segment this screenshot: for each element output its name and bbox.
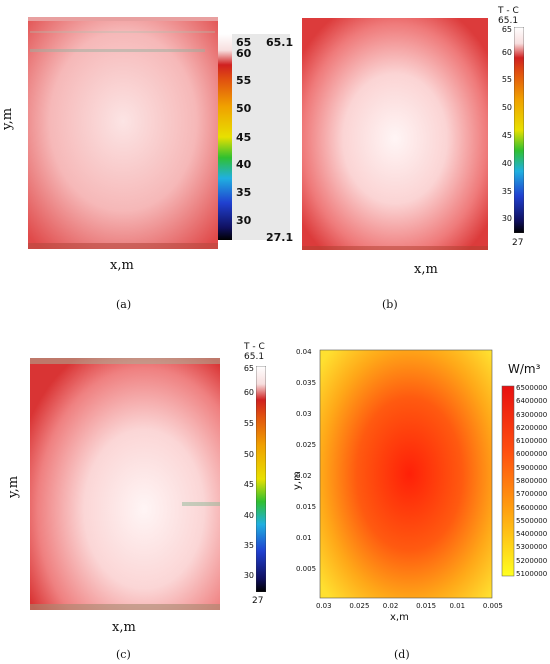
panel-d-colorbar-tick: 5600000 — [516, 503, 548, 512]
panel-d-x-tick: 0.02 — [382, 602, 399, 610]
panel-d-colorbar-tick: 5300000 — [516, 543, 548, 552]
panel-d-colorbar-tick: 5900000 — [516, 463, 548, 472]
panel-a-colorbar-bg — [232, 34, 290, 240]
panel-d-x-tick: 0.01 — [449, 602, 466, 610]
panel-c-colorbar-tick: 40 — [243, 511, 254, 520]
panel-a-xlabel: x,m — [110, 258, 134, 273]
panel-b: T - C 65.1 65 60 55 50 45 40 35 30 27 x,… — [300, 0, 550, 320]
panel-a-heatmap — [28, 17, 218, 249]
panel-b-colorbar-min: 27 — [512, 238, 524, 248]
panel-c-label: (c) — [116, 648, 131, 661]
panel-a-colorbar-tick: 35 — [236, 186, 252, 199]
panel-a-ylabel: y,m — [0, 107, 15, 130]
panel-b-colorbar-tick: 30 — [501, 214, 512, 223]
panel-c-heatmap — [30, 358, 220, 610]
panel-c-colorbar-tick: 50 — [243, 450, 254, 459]
panel-b-colorbar-tick: 65 — [501, 25, 512, 34]
panel-c-colorbar-max: 65.1 — [244, 352, 265, 362]
panel-a-label: (a) — [116, 298, 132, 311]
panel-c-colorbar-title: T - C — [244, 342, 265, 352]
panel-c-colorbar-tick: 55 — [243, 419, 254, 428]
panel-d-colorbar-tick: 5200000 — [516, 556, 548, 565]
panel-b-colorbar-tick: 40 — [501, 159, 512, 168]
panel-d-colorbar-tick: 6500000 — [516, 384, 548, 392]
panel-b-colorbar-max: 65.1 — [498, 16, 519, 26]
panel-d: W/m³ 6500000 6400000 6300000 6200000 6100000… — [290, 330, 550, 664]
panel-c-xlabel: x,m — [112, 620, 136, 635]
panel-d-colorbar-tick: 6300000 — [516, 410, 548, 419]
panel-b-colorbar-tick: 45 — [501, 131, 512, 140]
panel-d-x-tick: 0.005 — [482, 602, 503, 610]
panel-a: 65.1 65 60 55 50 45 40 35 30 27.1 y,m x,… — [0, 0, 300, 320]
panel-d-y-tick: 0.025 — [296, 441, 317, 449]
panel-d-y-tick: 0.005 — [296, 565, 317, 573]
panel-a-colorbar-min: 27.1 — [266, 231, 294, 244]
panel-b-colorbar-tick: 50 — [501, 103, 512, 112]
panel-a-colorbar-tick: 65 — [236, 36, 252, 49]
panel-a-colorbar-tick: 60 — [236, 47, 252, 60]
panel-d-y-tick: 0.04 — [296, 348, 312, 356]
panel-a-colorbar-tick: 40 — [236, 158, 252, 171]
panel-a-colorbar-tick: 55 — [236, 74, 252, 87]
panel-d-colorbar-tick: 5700000 — [516, 490, 548, 499]
panel-d-colorbar-title: W/m³ — [508, 362, 541, 376]
panel-a-colorbar-tick: 30 — [236, 214, 252, 227]
panel-d-x-tick: 0.03 — [316, 602, 332, 610]
panel-d-x-tick: 0.015 — [416, 602, 437, 610]
panel-c-colorbar-tick: 30 — [243, 571, 254, 580]
panel-d-x-tick: 0.025 — [349, 602, 370, 610]
panel-d-colorbar-tick: 5500000 — [516, 516, 548, 525]
panel-c-colorbar — [256, 366, 266, 592]
panel-a-colorbar-max: 65.1 — [266, 36, 294, 49]
panel-d-colorbar-tick: 6200000 — [516, 423, 548, 432]
panel-d-y-tick: 0.035 — [296, 379, 317, 387]
panel-b-colorbar-tick: 35 — [501, 187, 512, 196]
panel-d-ylabel: y,m — [292, 471, 303, 490]
panel-b-colorbar — [514, 27, 524, 233]
panel-b-label: (b) — [382, 298, 398, 311]
panel-b-colorbar-tick: 55 — [501, 75, 512, 84]
panel-d-y-tick: 0.03 — [296, 410, 312, 418]
panel-d-plot — [319, 349, 515, 599]
panel-b-xlabel: x,m — [414, 262, 438, 277]
panel-c-colorbar-min: 27 — [252, 596, 264, 606]
panel-a-colorbar-tick: 45 — [236, 131, 252, 144]
panel-b-heatmap — [302, 18, 488, 250]
panel-a-colorbar — [218, 34, 232, 240]
panel-d-colorbar-tick: 5800000 — [516, 477, 548, 485]
panel-d-colorbar — [501, 385, 515, 577]
panel-c: T - C 65.1 65 60 55 50 45 40 35 30 27 y,… — [0, 330, 290, 664]
panel-d-colorbar-tick: 5400000 — [516, 530, 548, 539]
panel-d-colorbar-tick: 5100000 — [516, 570, 548, 578]
panel-c-colorbar-tick: 45 — [243, 480, 254, 489]
panel-c-colorbar-tick: 35 — [243, 541, 254, 550]
panel-d-xlabel: x,m — [390, 612, 409, 623]
panel-d-colorbar-tick: 6400000 — [516, 397, 548, 406]
panel-c-colorbar-tick: 65 — [243, 364, 254, 373]
panel-b-colorbar-tick: 60 — [501, 48, 512, 57]
panel-d-y-tick: 0.015 — [296, 503, 317, 511]
panel-d-y-tick: 0.02 — [296, 472, 312, 480]
panel-b-colorbar-title: T - C — [498, 6, 519, 16]
panel-a-colorbar-tick: 50 — [236, 102, 252, 115]
panel-c-colorbar-tick: 60 — [243, 388, 254, 397]
panel-d-label: (d) — [394, 648, 410, 661]
panel-c-ylabel: y,m — [6, 475, 21, 498]
panel-d-y-tick: 0.01 — [296, 534, 312, 542]
panel-d-colorbar-tick: 6000000 — [516, 450, 548, 459]
panel-d-colorbar-tick: 6100000 — [516, 437, 548, 446]
